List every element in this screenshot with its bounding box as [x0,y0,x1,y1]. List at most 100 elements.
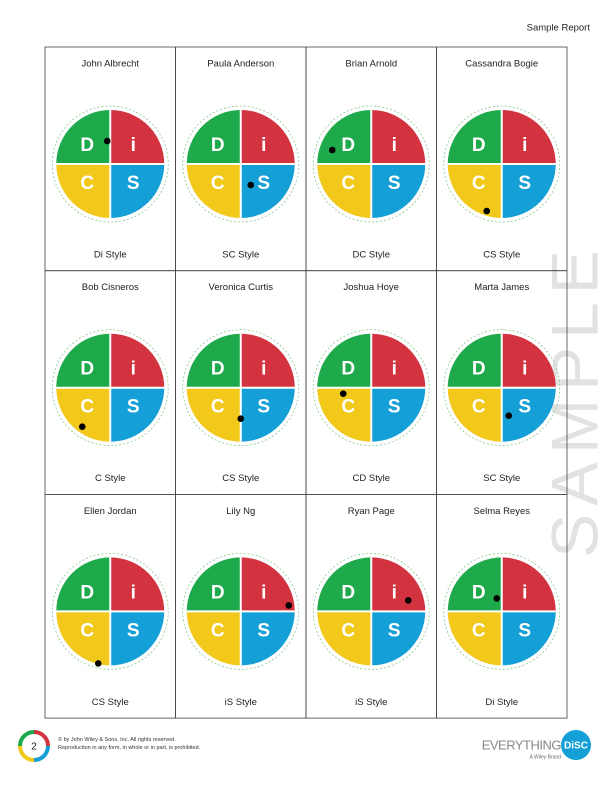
quadrant [240,164,295,218]
quadrant [371,110,426,164]
quadrant-letter: S [257,173,270,194]
quadrant-letter: i [131,582,136,603]
logo-brand: EVERYTHING [482,737,562,752]
quadrant-letter: S [518,397,531,418]
person-name: Cassandra Bogie [465,59,538,70]
quadrant [186,333,241,388]
position-dot [328,146,336,154]
quadrant [317,387,372,442]
quadrant [110,387,165,442]
quadrant [371,387,426,442]
quadrant-letter: i [392,582,397,603]
wheel-outline [51,105,169,223]
quadrant-letter: S [257,620,270,641]
quadrant-letter: S [257,397,270,418]
quadrant-letter: S [388,397,401,418]
person-name: Veronica Curtis [209,282,274,293]
style-label: iS Style [355,697,387,708]
position-dot [78,423,86,431]
report-title: Sample Report [527,23,591,34]
wheel-outline [182,105,300,223]
style-label: SC Style [222,250,259,261]
quadrant-letter: C [472,173,486,194]
quadrant [56,557,111,612]
position-dot [505,412,513,420]
position-dot [493,595,501,602]
copyright: © by John Wiley & Sons, Inc. All rights … [58,736,176,743]
position-dot [483,207,491,215]
person-name: John Albrecht [81,59,139,70]
quadrant [56,387,111,442]
quadrant [240,387,295,442]
quadrant [447,611,502,666]
quadrant-letter: D [211,359,225,380]
quadrant-letter: D [211,135,225,156]
quadrant [186,387,241,442]
logo-circle [561,730,591,760]
style-label: DC Style [353,250,390,261]
position-dot [103,137,111,145]
quadrant [240,557,295,612]
quadrant [56,333,111,388]
style-label: C Style [95,473,126,484]
style-label: iS Style [225,697,257,708]
position-dot [285,602,293,609]
quadrant-letter: S [518,620,531,641]
quadrant-letter: i [131,135,136,156]
quadrant-letter: D [472,582,486,603]
quadrant-letter: S [388,173,401,194]
wheel-outline [443,105,561,223]
person-name: Lily Ng [226,506,255,517]
quadrant [447,387,502,442]
style-label: SC Style [483,473,520,484]
position-dot [404,597,412,604]
style-label: Di Style [485,697,518,708]
quadrant-letter: i [392,359,397,380]
quadrant [317,164,372,218]
person-name: Ellen Jordan [84,506,137,517]
style-label: CD Style [353,473,390,484]
quadrant-letter: i [392,135,397,156]
quadrant-letter: i [522,135,527,156]
style-label: CS Style [483,250,520,261]
position-dot [247,181,255,189]
quadrant-letter: C [211,397,225,418]
quadrant [371,333,426,388]
person-name: Brian Arnold [345,59,397,70]
quadrant [240,333,295,388]
logo-tagline: A Wiley Brand [530,754,562,760]
quadrant-letter: D [341,359,355,380]
wheel-outline [312,329,430,447]
quadrant [501,333,556,388]
quadrant-letter: C [80,173,94,194]
quadrant-letter: C [472,397,486,418]
style-label: CS Style [92,697,129,708]
quadrant-letter: C [341,620,355,641]
quadrant [317,333,372,388]
quadrant-letter: C [80,397,94,418]
quadrant-letter: i [261,359,266,380]
person-name: Selma Reyes [474,506,531,517]
quadrant-letter: D [341,582,355,603]
quadrant [186,557,241,612]
quadrant [56,164,111,218]
card [436,493,568,719]
quadrant-letter: S [127,397,140,418]
footer-icon [18,730,50,762]
quadrant-letter: C [211,173,225,194]
quadrant [371,611,426,666]
quadrant [186,611,241,666]
quadrant [56,611,111,666]
quadrant-letter: D [472,135,486,156]
position-dot [94,660,102,667]
person-name: Bob Cisneros [82,282,139,293]
quadrant-letter: D [341,135,355,156]
quadrant-letter: C [80,620,94,641]
quadrant [371,164,426,218]
copyright: Reproduction in any form, in whole or in… [58,745,201,751]
quadrant-letter: D [80,135,94,156]
quadrant-letter: S [127,620,140,641]
person-name: Paula Anderson [207,59,274,70]
wheel-outline [51,329,169,447]
